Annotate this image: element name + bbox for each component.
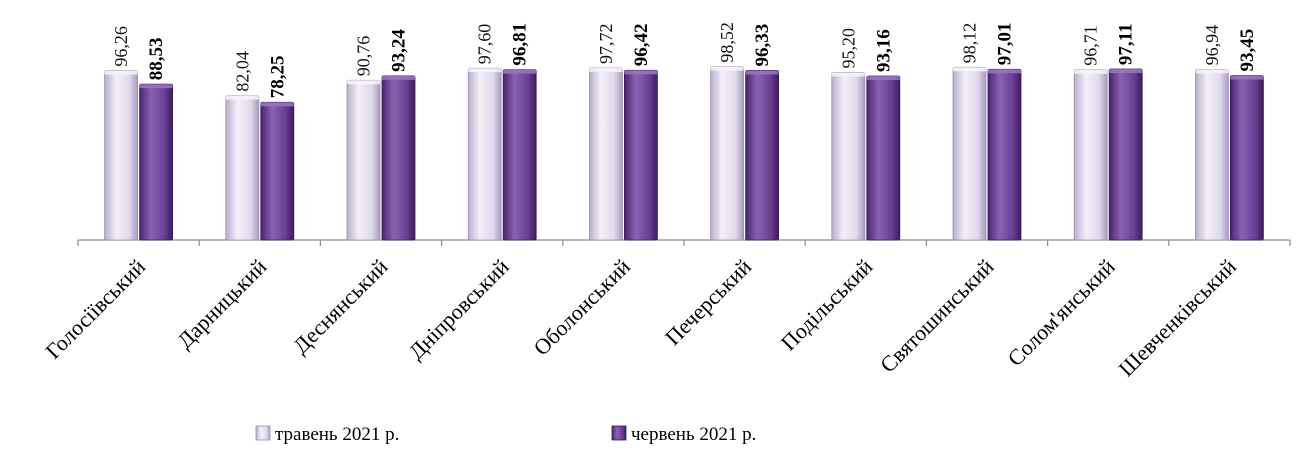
- bar-top-cap: [1109, 69, 1143, 74]
- bar-june: [260, 101, 295, 241]
- data-label: 97,11: [1116, 23, 1137, 65]
- data-label: 78,25: [267, 56, 288, 99]
- bar-may: [346, 79, 381, 241]
- data-label: 97,72: [596, 24, 616, 65]
- bar-top-cap: [347, 80, 380, 85]
- data-label: 97,60: [475, 24, 495, 65]
- bar-top-cap: [710, 66, 744, 71]
- bar-top-cap: [953, 67, 986, 72]
- bar-top-cap: [104, 70, 138, 75]
- data-label: 95,20: [838, 28, 858, 69]
- bar-may: [467, 67, 502, 241]
- bar-june: [987, 68, 1022, 241]
- bar-may: [831, 72, 866, 241]
- data-label: 98,52: [717, 22, 737, 63]
- data-label: 82,04: [232, 51, 252, 91]
- category-label: Деснянський: [288, 254, 393, 359]
- legend-label: травень 2021 р.: [275, 424, 399, 445]
- category-label: Дніпровський: [403, 254, 513, 364]
- data-label: 90,76: [354, 36, 374, 77]
- category-label: Шевченківський: [1114, 254, 1242, 382]
- category-label: Солом'янський: [1003, 254, 1120, 371]
- bar-may: [710, 66, 744, 241]
- bar-june: [866, 75, 901, 241]
- legend-swatch: [255, 425, 271, 441]
- data-label: 93,45: [1237, 29, 1258, 72]
- bar-top-cap: [225, 95, 259, 100]
- data-label: 96,33: [752, 24, 773, 67]
- bar-top-cap: [866, 76, 900, 81]
- bar-top-cap: [139, 84, 173, 89]
- bar-june: [502, 69, 537, 241]
- bar-june: [624, 69, 658, 241]
- bar-top-cap: [624, 70, 658, 75]
- category-label: Подільський: [776, 254, 878, 356]
- bar-may: [225, 95, 260, 241]
- bar-top-cap: [589, 68, 623, 73]
- bar-may: [952, 66, 987, 241]
- legend-label: червень 2021 р.: [631, 424, 756, 445]
- category-label: Голосіївський: [40, 254, 150, 364]
- data-label: 96,42: [631, 24, 652, 67]
- data-label: 96,81: [510, 23, 531, 66]
- bar-top-cap: [260, 102, 294, 107]
- data-label: 98,12: [960, 23, 980, 64]
- bar-may: [1195, 68, 1229, 241]
- bar-top-cap: [745, 70, 779, 75]
- bar-top-cap: [1230, 75, 1264, 80]
- data-label: 96,94: [1202, 25, 1222, 66]
- bar-june: [745, 70, 779, 241]
- data-label: 93,16: [873, 29, 894, 72]
- bar-june: [1230, 75, 1264, 241]
- bar-top-cap: [503, 69, 537, 74]
- category-label: Дарницький: [172, 254, 271, 353]
- data-label: 96,71: [1081, 25, 1101, 66]
- data-label: 88,53: [146, 37, 167, 80]
- bar-top-cap: [1074, 69, 1108, 74]
- bar-top-cap: [382, 75, 415, 80]
- bar-top-cap: [831, 72, 865, 77]
- data-label: 97,01: [995, 23, 1016, 66]
- legend-swatch: [611, 425, 627, 441]
- category-label: Печерський: [660, 254, 756, 350]
- bar-may: [104, 70, 138, 241]
- category-label: Святошинський: [875, 254, 999, 378]
- bar-top-cap: [988, 69, 1021, 74]
- bar-may: [1073, 69, 1108, 241]
- bar-top-cap: [468, 68, 502, 73]
- bar-top-cap: [1195, 69, 1229, 74]
- data-label: 96,26: [111, 26, 131, 67]
- category-label: Оболонський: [528, 254, 635, 361]
- bar-may: [589, 67, 623, 241]
- data-label: 93,24: [389, 29, 410, 72]
- bar-june: [1108, 68, 1143, 241]
- bar-june: [139, 83, 174, 241]
- bar-june: [381, 75, 416, 241]
